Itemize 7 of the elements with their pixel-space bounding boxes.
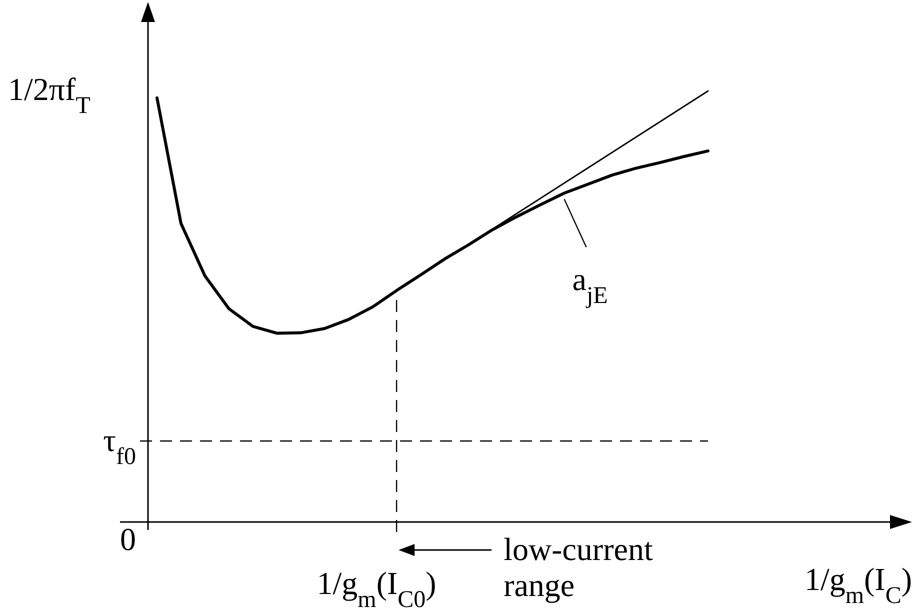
annotation: a$_{jE}$	[572, 261, 608, 310]
y-axis-title: 1/2πf$_{T}$	[8, 71, 91, 119]
text: low-current range	[504, 531, 653, 603]
ref-line-label: τ$_{f0}$	[103, 422, 136, 470]
x-axis-title: 1/g$_{m}$(I$_{C}$)	[804, 561, 912, 609]
text: 0	[120, 521, 136, 557]
text: 1/g$_{m}$(I$_{C0}$)	[316, 565, 436, 609]
